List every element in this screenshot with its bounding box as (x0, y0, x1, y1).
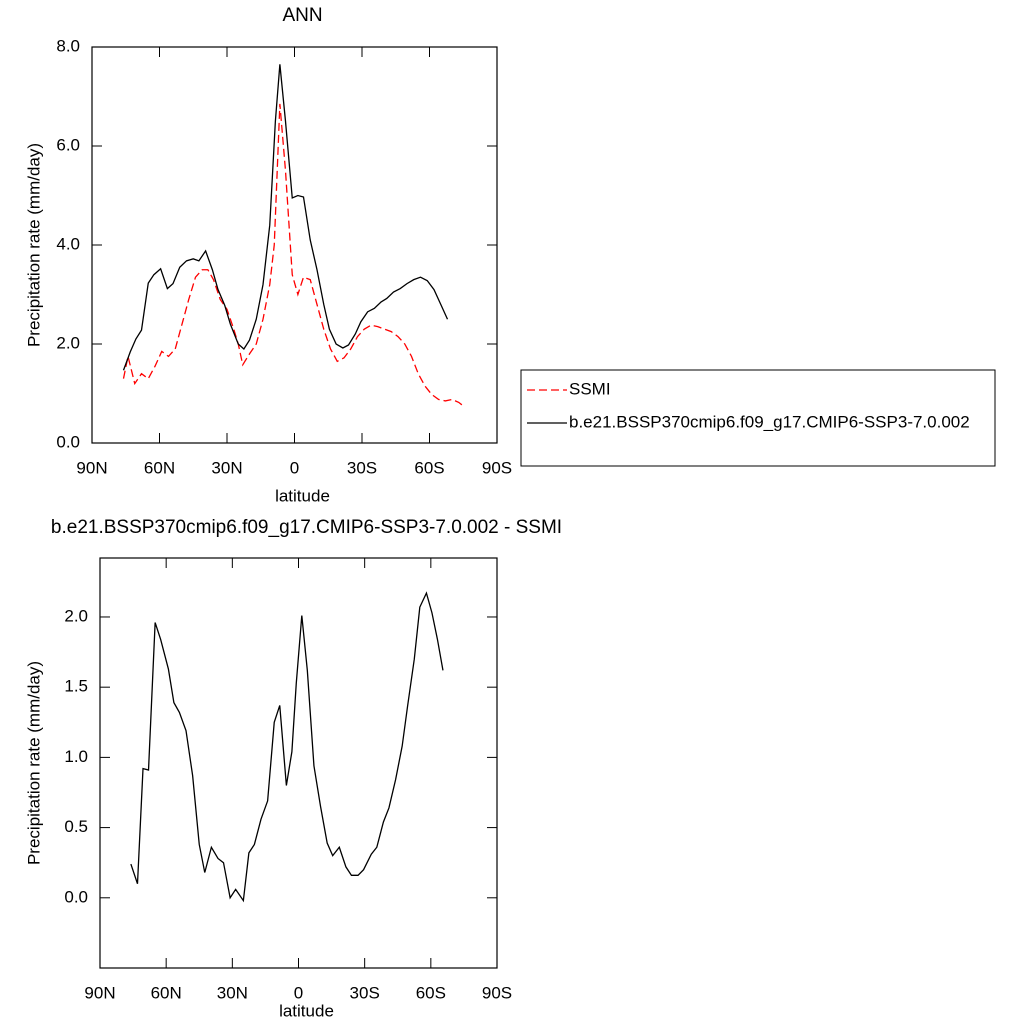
x-tick-label: 60S (416, 983, 446, 1002)
x-tick-label: 60N (144, 458, 175, 477)
x-axis-label: latitude (275, 486, 330, 505)
y-tick-label: 2.0 (64, 606, 88, 625)
x-axis-label: latitude (279, 1001, 334, 1020)
plot-frame (91, 46, 498, 444)
x-tick-label: 30N (211, 458, 242, 477)
y-tick-label: 8.0 (56, 36, 80, 55)
x-tick-label: 0 (290, 458, 299, 477)
y-tick-label: 1.5 (64, 677, 88, 696)
data-line (122, 64, 449, 371)
chart-title: b.e21.BSSP370cmip6.f09_g17.CMIP6-SSP3-7.… (51, 517, 562, 538)
y-tick-label: 4.0 (56, 234, 80, 253)
data-line (130, 591, 444, 903)
x-tick-label: 60S (414, 458, 444, 477)
y-tick-label: 2.0 (56, 333, 80, 352)
legend-box (520, 369, 996, 467)
y-tick-label: 6.0 (56, 135, 80, 154)
x-tick-label: 30N (217, 983, 248, 1002)
plot-frame (99, 557, 498, 969)
chart-title: ANN (282, 5, 322, 26)
legend-label: SSMI (569, 379, 611, 398)
y-tick-label: 1.0 (64, 747, 88, 766)
x-tick-label: 30S (350, 983, 380, 1002)
x-tick-label: 90N (76, 458, 107, 477)
x-tick-label: 60N (151, 983, 182, 1002)
data-line (122, 103, 464, 407)
y-tick-label: 0.5 (64, 817, 88, 836)
y-axis-label: Precipitation rate (mm/day) (24, 661, 43, 865)
y-tick-label: 0.0 (56, 432, 80, 451)
x-tick-label: 0 (294, 983, 303, 1002)
x-tick-label: 90S (482, 983, 512, 1002)
x-tick-label: 90S (482, 458, 512, 477)
legend-label: b.e21.BSSP370cmip6.f09_g17.CMIP6-SSP3-7.… (569, 412, 970, 431)
y-axis-label: Precipitation rate (mm/day) (24, 143, 43, 347)
x-tick-label: 90N (84, 983, 115, 1002)
y-tick-label: 0.0 (64, 887, 88, 906)
x-tick-label: 30S (347, 458, 377, 477)
